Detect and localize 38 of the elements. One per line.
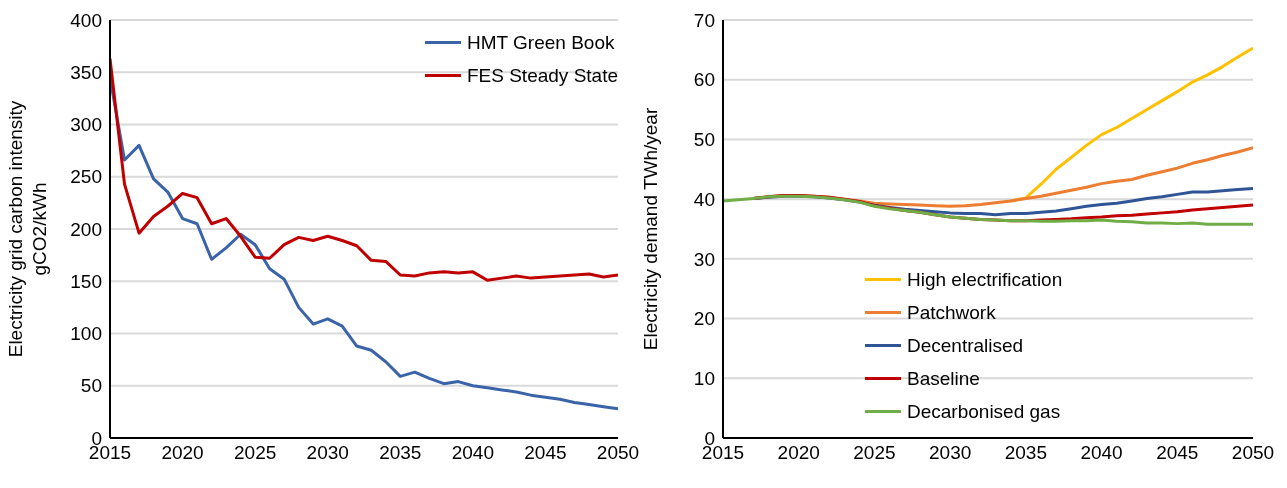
x-tick-label: 2035	[379, 442, 422, 464]
x-tick-label: 2050	[596, 442, 640, 464]
x-tick-label: 2020	[777, 442, 820, 464]
x-tick-label: 2025	[234, 442, 277, 464]
y-tick-label: 20	[693, 308, 715, 330]
y-tick-label: 300	[70, 114, 102, 136]
y-tick-label: 50	[80, 375, 102, 397]
x-tick-label: 2030	[929, 442, 972, 464]
y-tick-label: 50	[693, 129, 715, 151]
y-tick-label: 200	[70, 218, 102, 240]
y-tick-label: 250	[70, 166, 102, 188]
y-tick-label: 10	[693, 368, 715, 390]
y-axis-title: Electricity demand TWh/year	[640, 107, 661, 351]
y-axis-title: Electricity grid carbon intensity gCO2/kWh	[5, 100, 50, 358]
legend-label: FES Steady State	[466, 64, 618, 88]
y-tick-label: 60	[693, 69, 715, 91]
x-tick-label: 2030	[306, 442, 349, 464]
x-tick-label: 2045	[1156, 442, 1199, 464]
legend-label: Decentralised	[907, 334, 1024, 358]
legend-label: Decarbonised gas	[907, 400, 1061, 424]
legend-label: Baseline	[907, 367, 980, 391]
x-tick-label: 2050	[1231, 442, 1275, 464]
x-tick-label: 2045	[524, 442, 567, 464]
y-tick-label: 70	[693, 9, 715, 31]
y-tick-label: 40	[693, 188, 715, 210]
x-tick-label: 2040	[1080, 442, 1123, 464]
y-tick-label: 100	[70, 323, 102, 345]
y-tick-label: 150	[70, 270, 102, 292]
x-tick-label: 2020	[161, 442, 204, 464]
y-tick-label: 400	[70, 9, 102, 31]
x-tick-label: 2035	[1004, 442, 1047, 464]
legend-label: Patchwork	[907, 301, 996, 325]
y-tick-label: 350	[70, 62, 102, 83]
legend-label: High electrification	[907, 268, 1063, 292]
y-tick-label: 30	[693, 248, 715, 270]
legend-label: HMT Green Book	[466, 31, 615, 55]
x-tick-label: 2025	[853, 442, 896, 464]
x-tick-label: 2040	[451, 442, 494, 464]
